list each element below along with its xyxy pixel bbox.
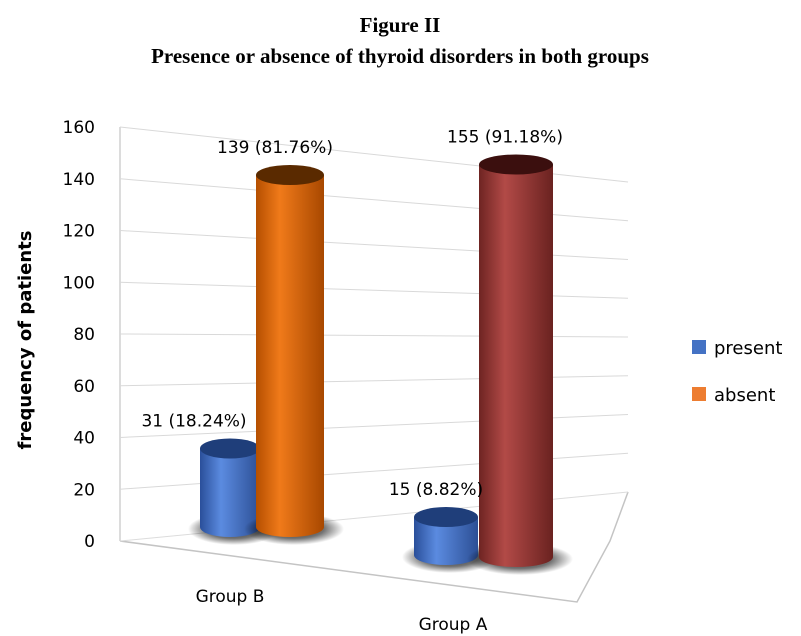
category-label: Group A [419, 615, 488, 635]
bars [188, 154, 573, 575]
chart-title: Figure II [360, 13, 441, 37]
legend: present absent [692, 338, 782, 406]
data-label: 15 (8.82%) [389, 480, 483, 500]
bar-body [200, 448, 260, 537]
x-axis-ticks: Group B Group A [196, 587, 488, 635]
bar-top [200, 438, 260, 459]
y-tick-label: 60 [73, 377, 95, 397]
legend-label-absent: absent [714, 385, 775, 406]
chart-subtitle: Presence or absence of thyroid disorders… [151, 44, 649, 68]
bar-absent-group-b [244, 165, 344, 545]
data-label: 155 (91.18%) [447, 127, 563, 147]
y-tick-label: 20 [73, 480, 95, 500]
legend-label-present: present [714, 338, 782, 359]
y-tick-label: 0 [84, 532, 95, 552]
bar-top [479, 154, 553, 175]
bar-body [479, 164, 553, 568]
y-axis-ticks: 0 20 40 60 80 100 120 140 160 [63, 118, 95, 552]
bar-absent-group-a [467, 154, 573, 575]
y-tick-label: 160 [63, 118, 95, 138]
category-label: Group B [196, 587, 265, 607]
y-tick-label: 120 [63, 222, 95, 242]
floor-edge [119, 491, 629, 603]
y-tick-label: 100 [63, 273, 95, 293]
y-tick-label: 80 [73, 325, 95, 345]
legend-swatch-present [692, 340, 706, 354]
bar-top [414, 507, 478, 528]
bar-top [256, 165, 324, 185]
bar-body [256, 175, 324, 537]
bar-body [414, 517, 478, 565]
y-tick-label: 140 [63, 170, 95, 190]
y-axis-label: frequency of patients [15, 231, 36, 450]
y-tick-label: 40 [73, 429, 95, 449]
data-label: 139 (81.76%) [217, 138, 333, 158]
data-labels: 31 (18.24%) 139 (81.76%) 15 (8.82%) 155 (91… [141, 127, 563, 500]
bar-present-group-a [402, 507, 498, 573]
legend-swatch-absent [692, 387, 706, 401]
data-label: 31 (18.24%) [141, 411, 246, 431]
